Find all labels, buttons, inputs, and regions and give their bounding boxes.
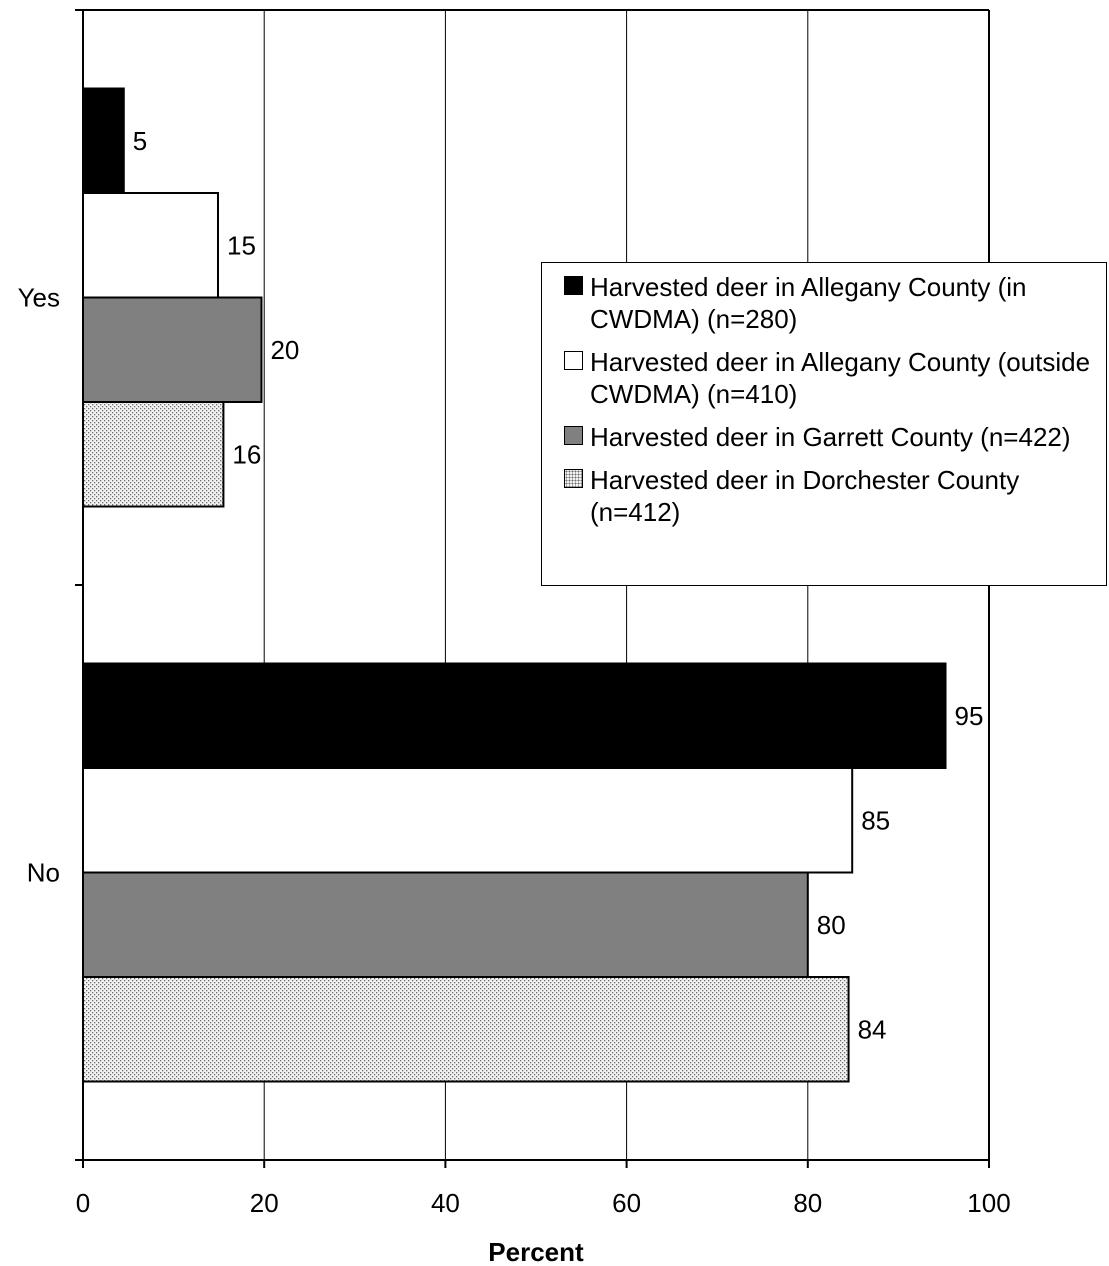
legend-label: Harvested deer in Allegany County (in CW… [590,272,1027,334]
bar [82,401,225,508]
category-label: Yes [18,283,60,313]
data-label: 84 [858,1014,887,1044]
x-tick-label: 60 [612,1188,641,1218]
legend-label: Harvested deer in Garrett County (n=422) [590,422,1071,452]
data-label: 20 [270,335,299,365]
data-label: 5 [133,126,147,156]
legend-item: Harvested deer in Allegany County (outsi… [564,346,1096,410]
bar [82,87,125,194]
legend-item: Harvested deer in Dorchester County (n=4… [564,464,1096,528]
legend-item: Harvested deer in Garrett County (n=422) [564,421,1096,453]
data-labels: 5 15 20 16 95 85 80 84 [133,126,984,1045]
data-label: 80 [817,910,846,940]
bar [82,871,809,978]
legend-swatch [564,276,583,295]
x-tick-labels: 0 20 40 60 80 100 [76,1188,1011,1218]
category-label: No [27,858,60,888]
data-label: 15 [227,230,256,260]
bar [82,976,850,1083]
x-tick-label: 80 [793,1188,822,1218]
legend: Harvested deer in Allegany County (in CW… [541,262,1107,586]
data-label: 85 [861,805,890,835]
y-category-labels: Yes No [18,283,60,888]
bar [82,296,263,403]
x-tick-label: 20 [250,1188,279,1218]
bars [82,87,947,1083]
legend-label: Harvested deer in Dorchester County (n=4… [590,465,1020,527]
data-label: 95 [955,701,984,731]
bar [82,192,219,299]
x-tick-label: 0 [76,1188,90,1218]
bar [82,662,947,769]
legend-swatch [564,426,583,445]
legend-item: Harvested deer in Allegany County (in CW… [564,271,1096,335]
legend-label: Harvested deer in Allegany County (outsi… [590,347,1091,409]
x-tick-label: 100 [967,1188,1010,1218]
x-axis-title: Percent [488,1237,584,1266]
x-tick-label: 40 [431,1188,460,1218]
legend-swatch [564,469,583,488]
bar [82,767,854,874]
legend-swatch [564,351,583,370]
data-label: 16 [232,439,261,469]
